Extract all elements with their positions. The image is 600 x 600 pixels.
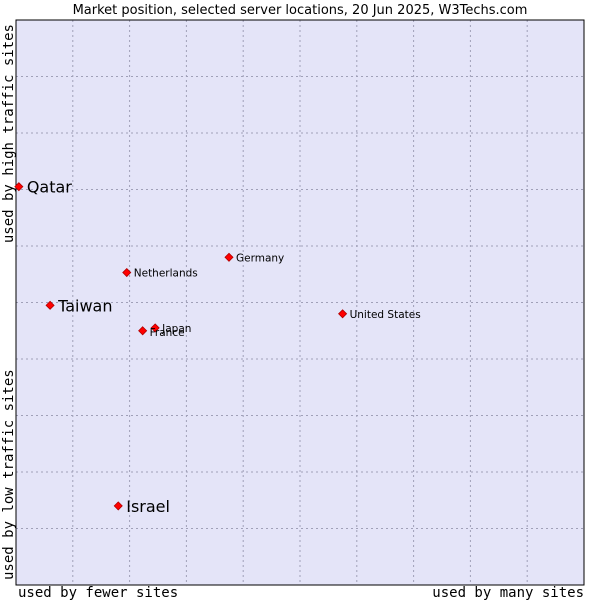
point-label-netherlands: Netherlands	[134, 268, 198, 280]
point-label-germany: Germany	[236, 252, 284, 264]
point-marker-taiwan	[45, 300, 55, 310]
point-marker-germany	[224, 252, 234, 262]
data-points: Qatar Taiwan Israel Germany Netherlands Japan…	[14, 178, 421, 516]
point-label-taiwan: Taiwan	[57, 296, 112, 315]
point-label-united-states: United States	[350, 309, 421, 321]
point-label-france: France	[150, 327, 185, 339]
point-marker-netherlands	[122, 267, 132, 278]
x-axis-label-left: used by fewer sites	[18, 585, 178, 600]
x-axis-label-right: used by many sites	[432, 585, 584, 600]
point-marker-japan	[150, 323, 160, 333]
point-marker-qatar	[14, 182, 24, 192]
point-label-israel: Israel	[126, 497, 170, 516]
point-label-japan: Japan	[161, 323, 191, 335]
grid-lines	[16, 20, 584, 585]
point-marker-united-states	[338, 309, 348, 319]
y-axis-label-top: used by high traffic sites	[1, 24, 17, 243]
chart-title: Market position, selected server locatio…	[73, 3, 528, 18]
point-marker-france	[138, 326, 148, 336]
y-axis-label-bottom: used by low traffic sites	[1, 369, 17, 580]
plot-frame	[15, 19, 585, 586]
point-marker-israel	[113, 501, 123, 511]
point-label-qatar: Qatar	[27, 178, 72, 197]
